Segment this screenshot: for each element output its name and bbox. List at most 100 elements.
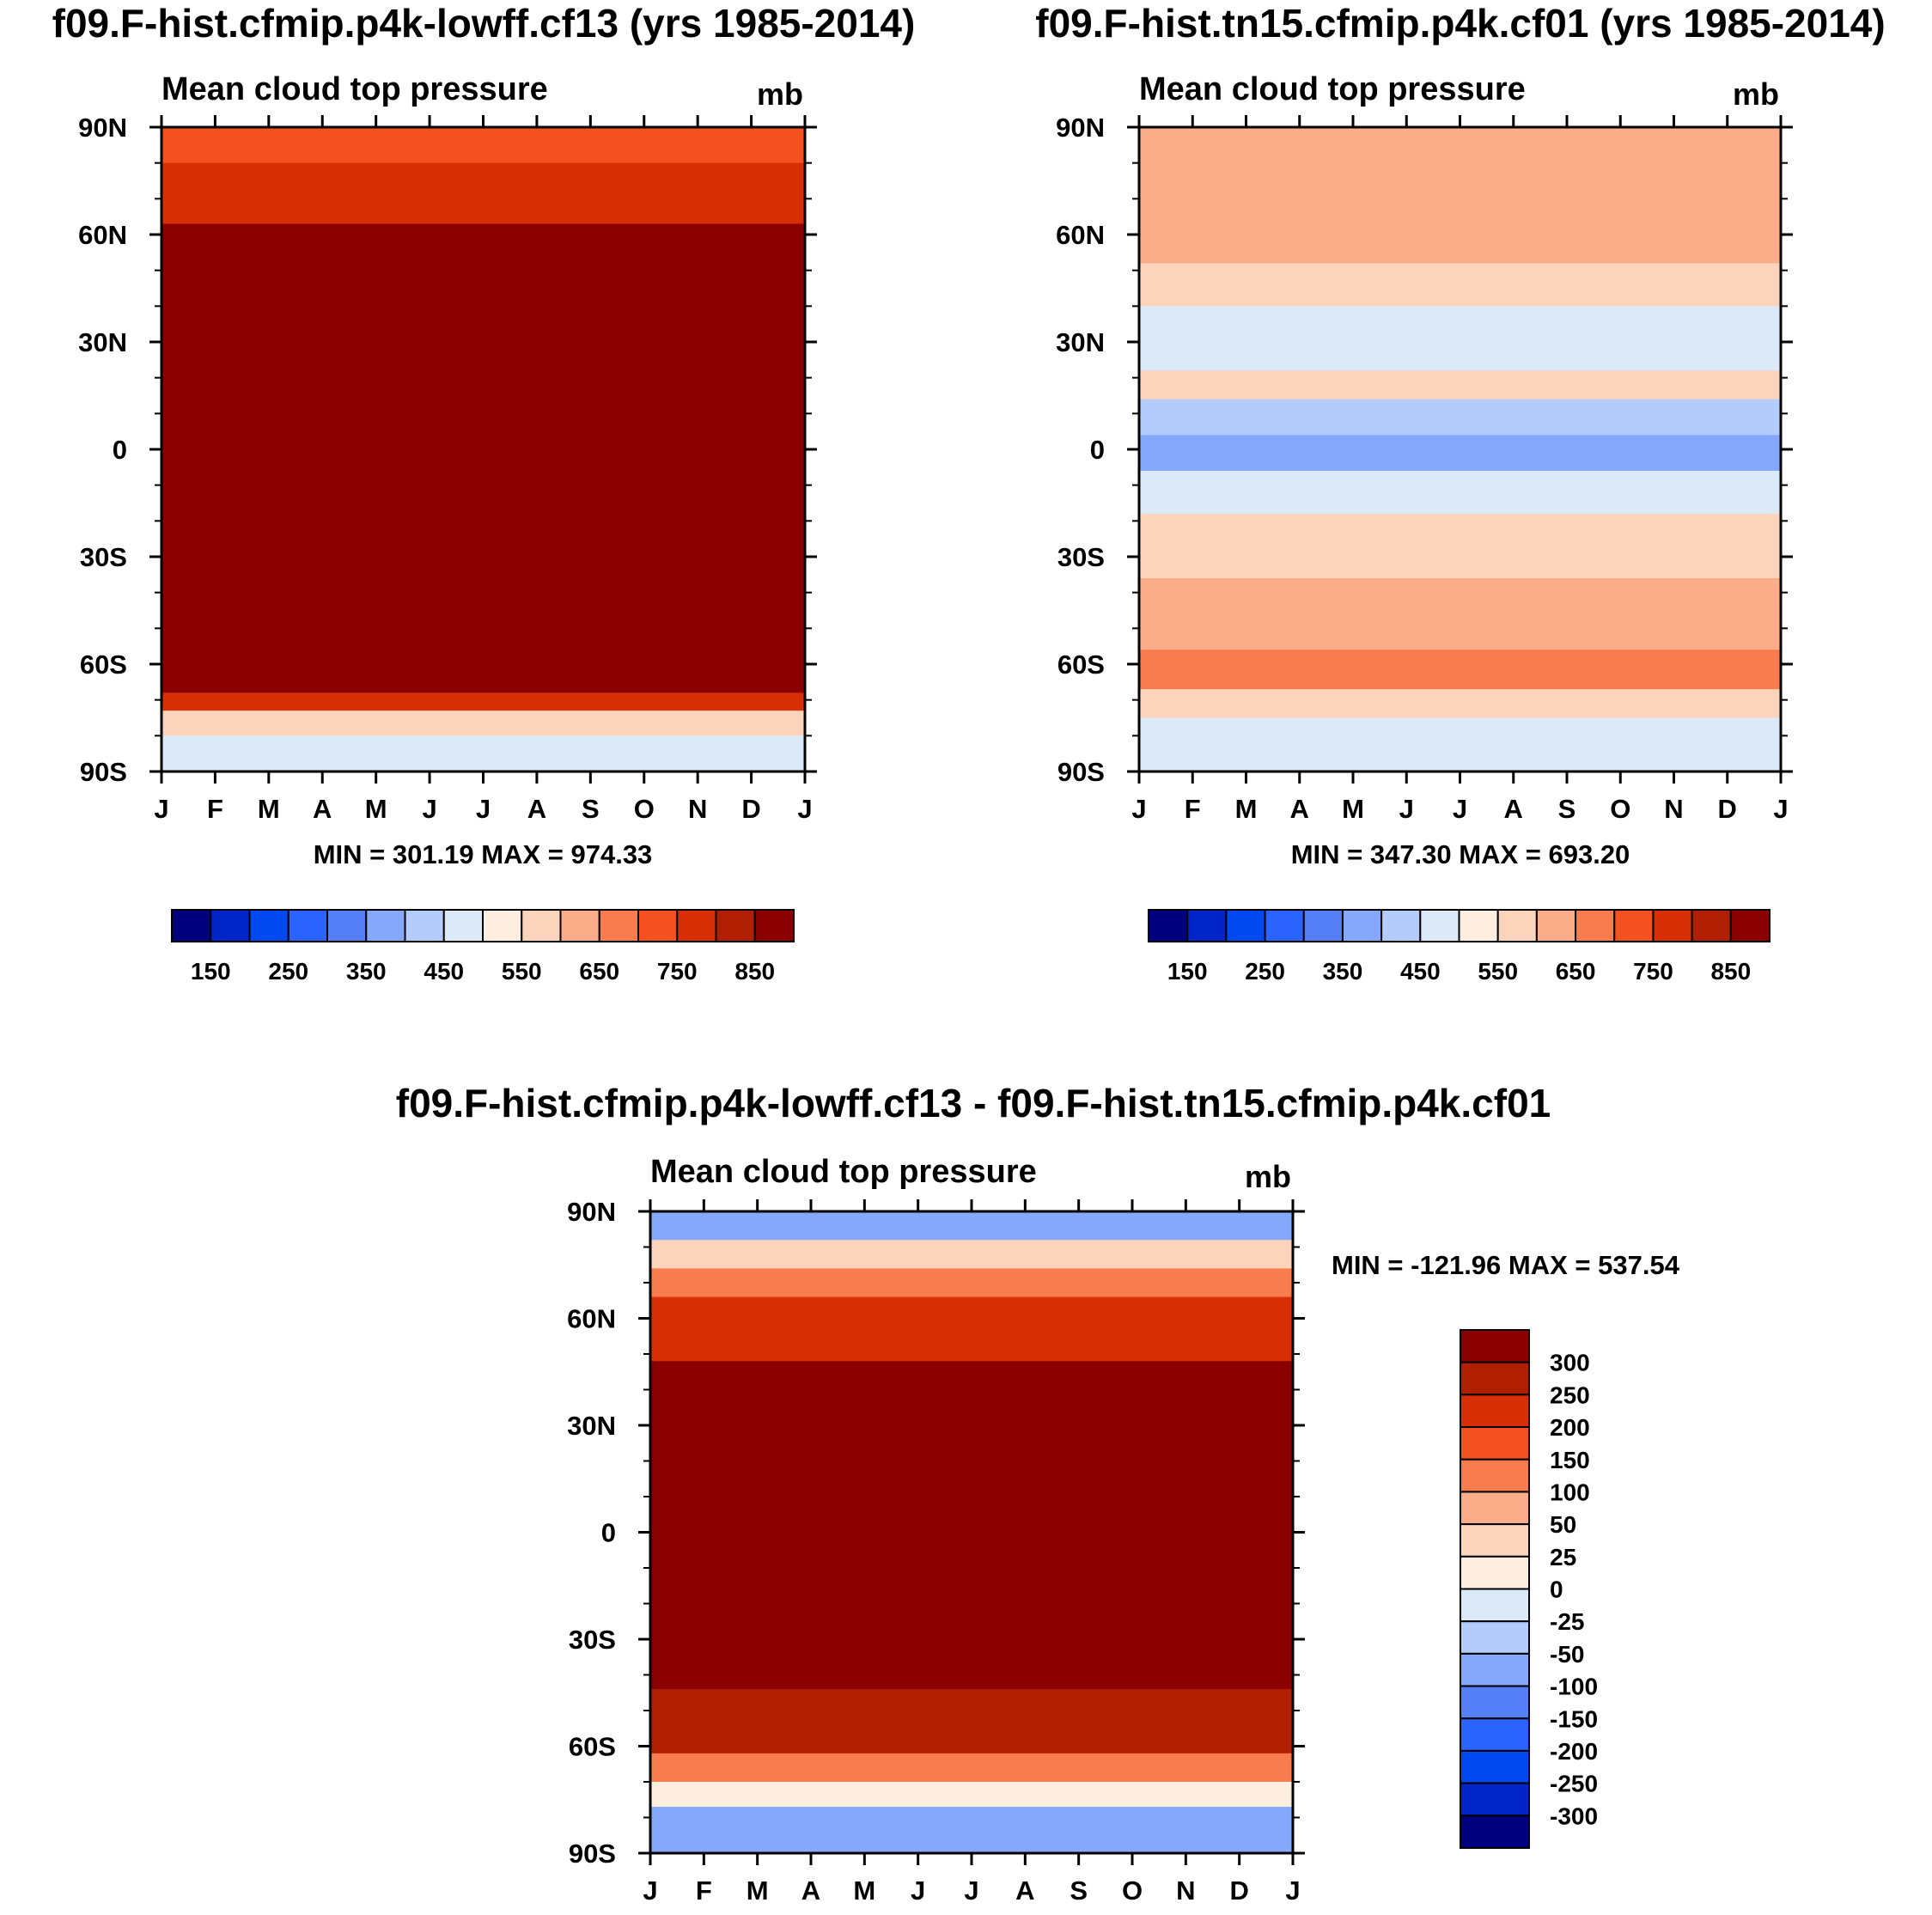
colorbar-swatch bbox=[1460, 1329, 1530, 1363]
y-tick-label: 0 bbox=[113, 435, 127, 465]
x-tick-label: D bbox=[1718, 794, 1737, 824]
colorbar-label: -150 bbox=[1550, 1705, 1598, 1732]
y-tick-label: 60N bbox=[78, 220, 127, 250]
x-tick-label: M bbox=[853, 1875, 875, 1906]
colorbar-swatch bbox=[404, 909, 445, 942]
contour-band bbox=[650, 1361, 1293, 1690]
colorbar-label: -50 bbox=[1550, 1641, 1584, 1668]
colorbar-swatch bbox=[1264, 909, 1305, 942]
colorbar-label: 450 bbox=[1400, 958, 1441, 985]
contour-band bbox=[162, 711, 805, 736]
y-tick-label: 30N bbox=[567, 1411, 616, 1441]
colorbar-swatch bbox=[676, 909, 717, 942]
contour-band bbox=[1139, 471, 1781, 515]
x-tick-label: J bbox=[911, 1875, 925, 1906]
x-tick-label: S bbox=[1070, 1875, 1088, 1906]
colorbar-swatch bbox=[637, 909, 679, 942]
colorbar-label: 100 bbox=[1550, 1479, 1590, 1505]
colorbar-label: 350 bbox=[346, 958, 387, 985]
colorbar-label: 850 bbox=[1710, 958, 1751, 985]
colorbar-swatch bbox=[442, 909, 484, 942]
contour-band bbox=[1139, 514, 1781, 579]
colorbar-label: 250 bbox=[268, 958, 308, 985]
chart-title: f09.F-hist.tn15.cfmip.p4k.cf01 (yrs 1985… bbox=[1035, 1, 1885, 46]
x-tick-label: M bbox=[747, 1875, 769, 1906]
colorbar-swatch bbox=[1419, 909, 1460, 942]
colorbar-label: 150 bbox=[1167, 958, 1208, 985]
y-tick-label: 30S bbox=[80, 542, 127, 572]
x-tick-label: O bbox=[634, 794, 655, 824]
panel-bottom-difference: f09.F-hist.cfmip.p4k-lowff.cf13 - f09.F-… bbox=[396, 1081, 1680, 1906]
x-tick-label: S bbox=[1558, 794, 1576, 824]
y-tick-label: 0 bbox=[1090, 435, 1105, 465]
y-tick-label: 90N bbox=[78, 113, 127, 143]
colorbar-swatch bbox=[248, 909, 289, 942]
colorbar-swatch bbox=[1225, 909, 1266, 942]
x-tick-label: J bbox=[643, 1875, 657, 1906]
contour-band bbox=[650, 1211, 1293, 1241]
y-tick-label: 90S bbox=[80, 757, 127, 787]
chart-subtitle: Mean cloud top pressure bbox=[650, 1154, 1037, 1190]
colorbar-swatch bbox=[1460, 1555, 1530, 1590]
colorbar-label: 550 bbox=[502, 958, 542, 985]
x-tick-label: M bbox=[1235, 794, 1258, 824]
contour-band bbox=[162, 270, 805, 693]
colorbar-swatch bbox=[1460, 1814, 1530, 1849]
colorbar-swatch bbox=[1460, 1523, 1530, 1558]
colorbar-swatch bbox=[715, 909, 756, 942]
x-tick-label: O bbox=[1122, 1875, 1143, 1906]
y-tick-label: 90N bbox=[1056, 113, 1105, 143]
x-tick-label: J bbox=[1453, 794, 1467, 824]
colorbar-swatch bbox=[210, 909, 251, 942]
y-tick-label: 30S bbox=[1057, 542, 1105, 572]
chart-units: mb bbox=[1245, 1159, 1291, 1194]
chart-subtitle: Mean cloud top pressure bbox=[162, 71, 548, 107]
x-tick-label: J bbox=[797, 794, 812, 824]
colorbar-swatch bbox=[1380, 909, 1422, 942]
contour-band bbox=[162, 735, 805, 771]
contour-band bbox=[1139, 127, 1781, 181]
y-tick-label: 0 bbox=[601, 1518, 616, 1548]
colorbar-swatch bbox=[1460, 1588, 1530, 1623]
colorbar-swatch bbox=[1691, 909, 1732, 942]
colorbar-swatch bbox=[1460, 1620, 1530, 1655]
colorbar-swatch bbox=[559, 909, 600, 942]
x-tick-label: J bbox=[1773, 794, 1788, 824]
x-tick-label: S bbox=[582, 794, 600, 824]
colorbar-swatch bbox=[1148, 909, 1189, 942]
x-tick-label: F bbox=[696, 1875, 712, 1906]
contour-band bbox=[162, 223, 805, 271]
x-tick-label: A bbox=[1290, 794, 1309, 824]
colorbar-swatch bbox=[1458, 909, 1499, 942]
x-tick-label: N bbox=[688, 794, 707, 824]
colorbar-swatch bbox=[1460, 1782, 1530, 1817]
colorbar-swatch bbox=[1460, 1426, 1530, 1461]
x-tick-label: J bbox=[1131, 794, 1146, 824]
contour-field bbox=[650, 1211, 1293, 1853]
colorbar-label: 300 bbox=[1550, 1350, 1590, 1376]
colorbar-swatch bbox=[1341, 909, 1383, 942]
min-max-stats: MIN = 301.19 MAX = 974.33 bbox=[314, 839, 653, 869]
colorbar-swatch bbox=[1575, 909, 1616, 942]
colorbar-label: 150 bbox=[1550, 1447, 1590, 1473]
colorbar-label: 0 bbox=[1550, 1577, 1563, 1603]
colorbar-swatch bbox=[1302, 909, 1344, 942]
colorbar-swatch bbox=[753, 909, 795, 942]
y-tick-label: 60S bbox=[80, 650, 127, 680]
y-tick-label: 30S bbox=[569, 1625, 616, 1655]
colorbar-label: -25 bbox=[1550, 1608, 1584, 1635]
x-tick-label: A bbox=[1504, 794, 1523, 824]
panel-left-control: f09.F-hist.cfmip.p4k-lowff.cf13 (yrs 198… bbox=[52, 1, 916, 985]
colorbar-swatch bbox=[1460, 1394, 1530, 1429]
y-tick-label: 60N bbox=[567, 1304, 616, 1334]
contour-band bbox=[650, 1296, 1293, 1362]
chart-subtitle: Mean cloud top pressure bbox=[1139, 71, 1526, 107]
colorbar-swatch bbox=[171, 909, 212, 942]
contour-band bbox=[1139, 399, 1781, 436]
colorbar-swatch bbox=[1186, 909, 1228, 942]
colorbar-label: 850 bbox=[734, 958, 775, 985]
colorbar-swatch bbox=[287, 909, 328, 942]
colorbar-swatch bbox=[326, 909, 368, 942]
colorbar-label: 750 bbox=[1633, 958, 1673, 985]
